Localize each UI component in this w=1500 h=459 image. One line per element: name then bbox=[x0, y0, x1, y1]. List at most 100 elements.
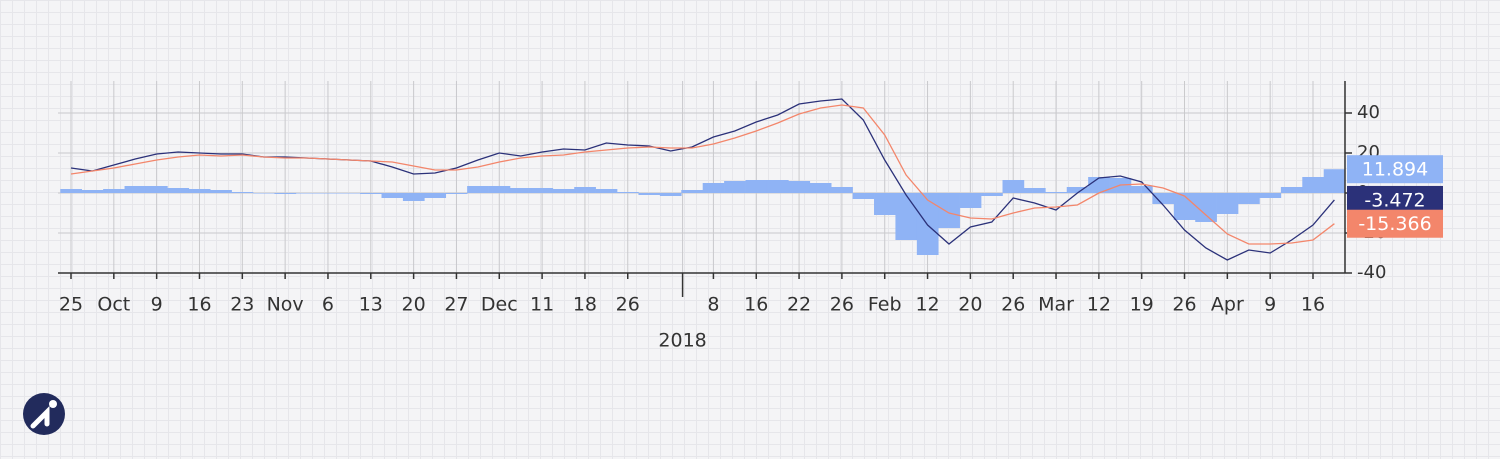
x-tick-label: 16 bbox=[187, 294, 211, 316]
histogram-bar bbox=[1195, 193, 1217, 222]
x-tick-label: 26 bbox=[1172, 294, 1196, 316]
logo-mark bbox=[30, 405, 50, 429]
histogram-bar bbox=[1323, 169, 1346, 193]
histogram-bar bbox=[1130, 186, 1153, 193]
histogram-bar bbox=[488, 186, 511, 193]
histogram-bar bbox=[959, 193, 982, 208]
histogram-bar bbox=[81, 190, 104, 193]
value-badge bbox=[1347, 155, 1443, 184]
histogram-bar bbox=[638, 193, 661, 195]
histogram-bar bbox=[1216, 193, 1239, 214]
histogram-bar bbox=[295, 193, 318, 194]
x-tick-label: 20 bbox=[958, 294, 982, 316]
histogram-bar bbox=[531, 188, 554, 193]
histogram-bar bbox=[938, 193, 960, 228]
histogram-bar bbox=[809, 183, 832, 193]
value-badge-label: 11.894 bbox=[1362, 159, 1428, 181]
histogram-bar bbox=[124, 186, 147, 193]
value-badge bbox=[1347, 185, 1443, 214]
histogram-bar bbox=[60, 189, 83, 193]
histogram-bar bbox=[981, 193, 1003, 196]
histogram-bar bbox=[745, 180, 768, 193]
x-tick-label: Dec bbox=[481, 294, 518, 316]
histogram-bar bbox=[916, 193, 939, 255]
x-tick-label: 26 bbox=[830, 294, 854, 316]
x-tick-label: 13 bbox=[359, 294, 383, 316]
histogram-bar bbox=[1238, 193, 1260, 204]
histogram-bar bbox=[1173, 193, 1196, 220]
x-tick-label: 20 bbox=[402, 294, 426, 316]
x-tick-label: 11 bbox=[530, 294, 554, 316]
histogram-bar bbox=[424, 193, 447, 198]
histogram-bar bbox=[702, 183, 725, 193]
y-tick-label: 40 bbox=[1357, 102, 1380, 123]
x-tick-label: 18 bbox=[573, 294, 597, 316]
grid bbox=[58, 81, 1345, 274]
line-macd bbox=[70, 98, 1335, 261]
x-group-label: 2018 bbox=[658, 330, 706, 352]
histogram-bar bbox=[1152, 193, 1175, 204]
x-tick-label: 27 bbox=[444, 294, 468, 316]
x-tick-label: 23 bbox=[230, 294, 254, 316]
histogram-bar bbox=[659, 193, 682, 196]
histogram-bar bbox=[724, 181, 746, 193]
x-tick-label: 26 bbox=[1001, 294, 1025, 316]
histogram-bar bbox=[381, 193, 404, 198]
x-tick-label: Oct bbox=[97, 294, 130, 316]
histogram-bar bbox=[552, 189, 575, 193]
y-tick-label: -40 bbox=[1357, 262, 1386, 283]
histogram-bar bbox=[360, 193, 382, 194]
histogram-bar bbox=[1023, 188, 1046, 193]
histogram-bar bbox=[253, 193, 275, 194]
histogram-bar bbox=[509, 188, 532, 193]
histogram-bar bbox=[274, 193, 297, 194]
histogram-bar bbox=[1045, 192, 1068, 193]
histogram-bar bbox=[188, 189, 211, 193]
histogram-bar bbox=[445, 193, 468, 194]
histogram-bar bbox=[1066, 187, 1089, 193]
histogram-bar bbox=[1002, 180, 1025, 193]
histogram-bar bbox=[210, 190, 232, 193]
x-tick-label: Mar bbox=[1038, 294, 1074, 316]
x-tick-label: 16 bbox=[1301, 294, 1325, 316]
histogram-bar bbox=[681, 190, 704, 193]
histogram-bar bbox=[617, 192, 639, 193]
x-tick-label: 26 bbox=[616, 294, 640, 316]
histogram-bar bbox=[1302, 177, 1325, 193]
histogram-bar bbox=[231, 192, 254, 193]
histogram-bar bbox=[874, 193, 896, 215]
x-tick-label: 9 bbox=[151, 294, 163, 316]
x-tick-label: 22 bbox=[787, 294, 811, 316]
x-tick-label: Apr bbox=[1211, 294, 1244, 316]
histogram-bar bbox=[317, 193, 339, 194]
histogram-bar bbox=[103, 189, 125, 193]
histogram-bar bbox=[402, 193, 425, 201]
histogram-bar bbox=[852, 193, 875, 199]
x-tick-label: 16 bbox=[744, 294, 768, 316]
x-tick-label: 6 bbox=[322, 294, 334, 316]
x-tick-label: 19 bbox=[1130, 294, 1154, 316]
value-badge bbox=[1347, 209, 1443, 238]
histogram-bar bbox=[467, 186, 489, 193]
x-tick-label: 9 bbox=[1264, 294, 1276, 316]
histogram-bar bbox=[766, 180, 789, 193]
line-signal bbox=[70, 104, 1335, 245]
histogram-bar bbox=[574, 187, 596, 193]
histogram-bar bbox=[831, 187, 853, 193]
x-tick-label: 25 bbox=[59, 294, 83, 316]
histogram-bar bbox=[167, 188, 190, 193]
value-badge-label: -15.366 bbox=[1358, 213, 1431, 235]
histogram-bar bbox=[145, 186, 168, 193]
histogram-bar bbox=[338, 193, 361, 194]
histogram-bar bbox=[595, 189, 618, 193]
brand-logo bbox=[23, 393, 65, 435]
histogram-bar bbox=[1280, 187, 1303, 193]
x-tick-label: 8 bbox=[707, 294, 719, 316]
x-tick-label: Nov bbox=[267, 294, 304, 316]
logo-dot bbox=[49, 400, 57, 408]
histogram-bar bbox=[895, 193, 918, 240]
x-tick-label: Feb bbox=[868, 294, 902, 316]
histogram-bar bbox=[788, 181, 811, 193]
